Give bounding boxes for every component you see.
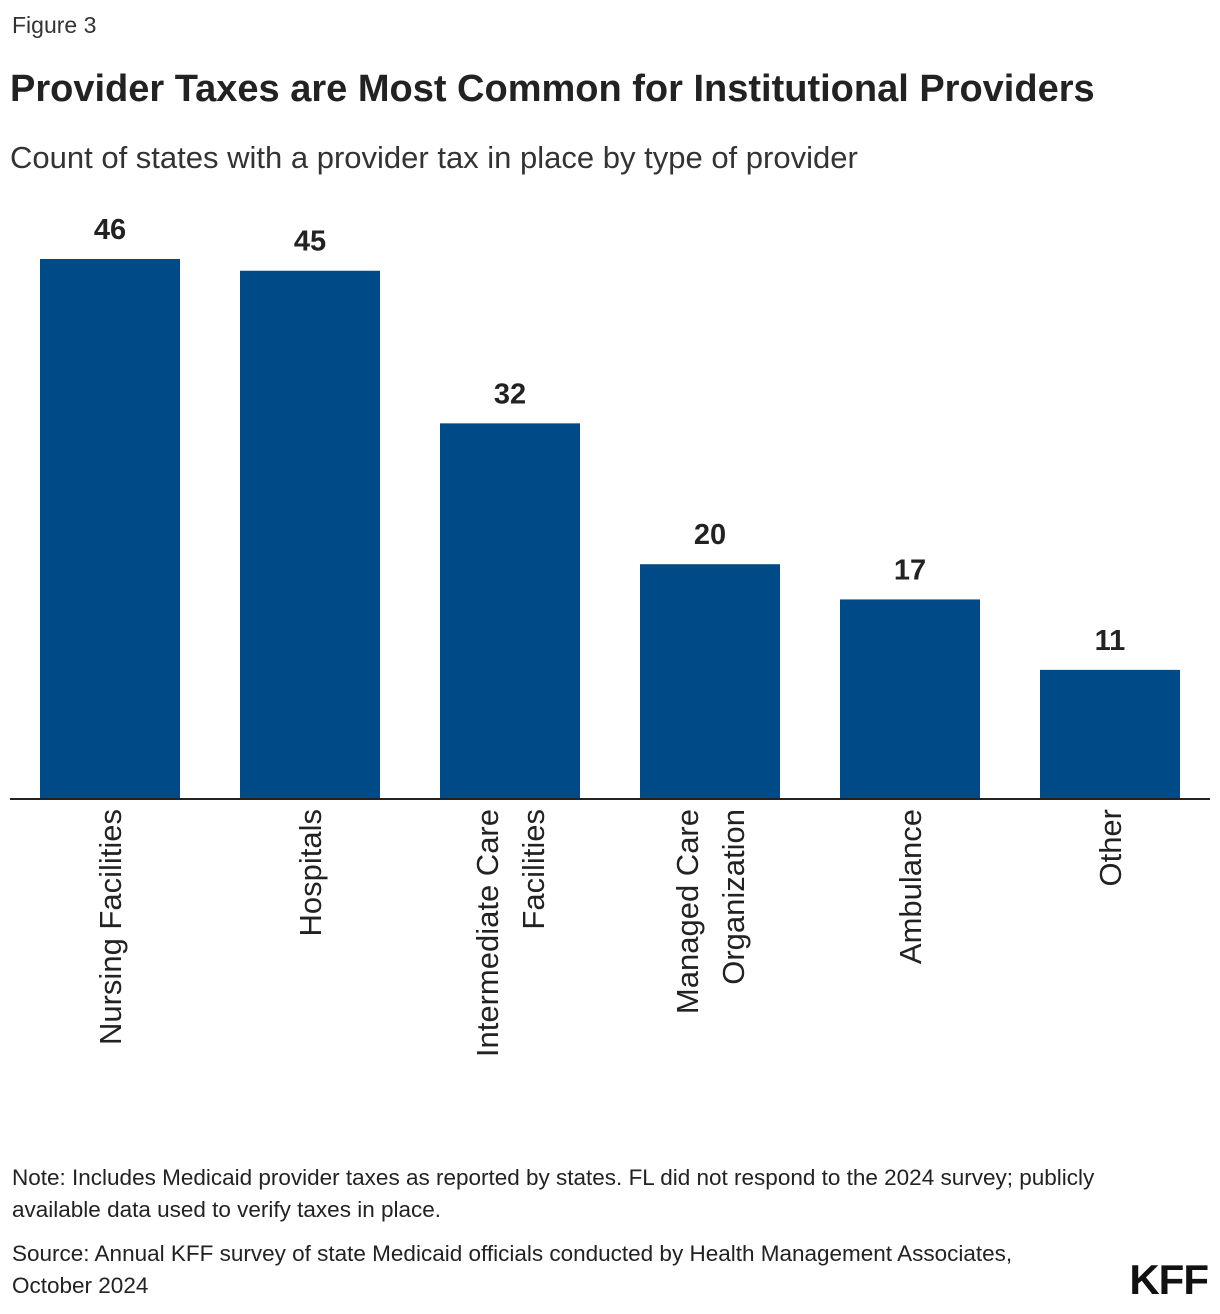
- chart-source: Source: Annual KFF survey of state Medic…: [12, 1241, 1013, 1298]
- category-label-3: Managed Care Organization: [670, 809, 751, 1014]
- bar-5: [1040, 669, 1180, 799]
- category-label-line: Intermediate Care: [470, 809, 505, 1057]
- bar-1: [240, 270, 380, 799]
- category-label-line: Facilities: [516, 809, 551, 930]
- bar-2: [440, 423, 580, 799]
- chart-subtitle: Count of states with a provider tax in p…: [10, 140, 858, 175]
- value-label-1: 45: [294, 226, 326, 258]
- value-label-2: 32: [494, 378, 526, 410]
- kff-logo: KFF: [1129, 1256, 1209, 1303]
- category-label-line: Hospitals: [293, 809, 328, 937]
- category-label-2: Intermediate Care Facilities: [470, 809, 551, 1057]
- bars-group: [40, 259, 1180, 799]
- category-label-4: Ambulance: [893, 809, 928, 964]
- category-label-line: Managed Care: [670, 809, 705, 1014]
- value-label-3: 20: [694, 519, 726, 551]
- category-label-line: Other: [1093, 809, 1128, 887]
- category-label-1: Hospitals: [293, 809, 328, 937]
- chart-title: Provider Taxes are Most Common for Insti…: [10, 68, 1095, 110]
- value-label-4: 17: [894, 554, 926, 586]
- bar-chart: 46 45 32 20 17 11 Nursing Facilities Hospitals…: [10, 214, 1210, 1057]
- bar-3: [640, 564, 780, 799]
- value-label-0: 46: [94, 214, 126, 246]
- chart-note: Note: Includes Medicaid provider taxes a…: [12, 1165, 1095, 1222]
- figure-label: Figure 3: [12, 12, 97, 38]
- bar-4: [840, 599, 980, 799]
- category-label-5: Other: [1093, 809, 1128, 887]
- category-label-line: Organization: [716, 809, 751, 985]
- category-label-line: Ambulance: [893, 809, 928, 964]
- category-label-0: Nursing Facilities: [93, 809, 128, 1045]
- bar-0: [40, 259, 180, 799]
- category-labels-group: Nursing Facilities Hospitals Intermediate …: [93, 809, 1128, 1057]
- category-label-line: Nursing Facilities: [93, 809, 128, 1045]
- value-label-5: 11: [1095, 625, 1126, 657]
- value-labels-group: 46 45 32 20 17 11: [94, 214, 1125, 657]
